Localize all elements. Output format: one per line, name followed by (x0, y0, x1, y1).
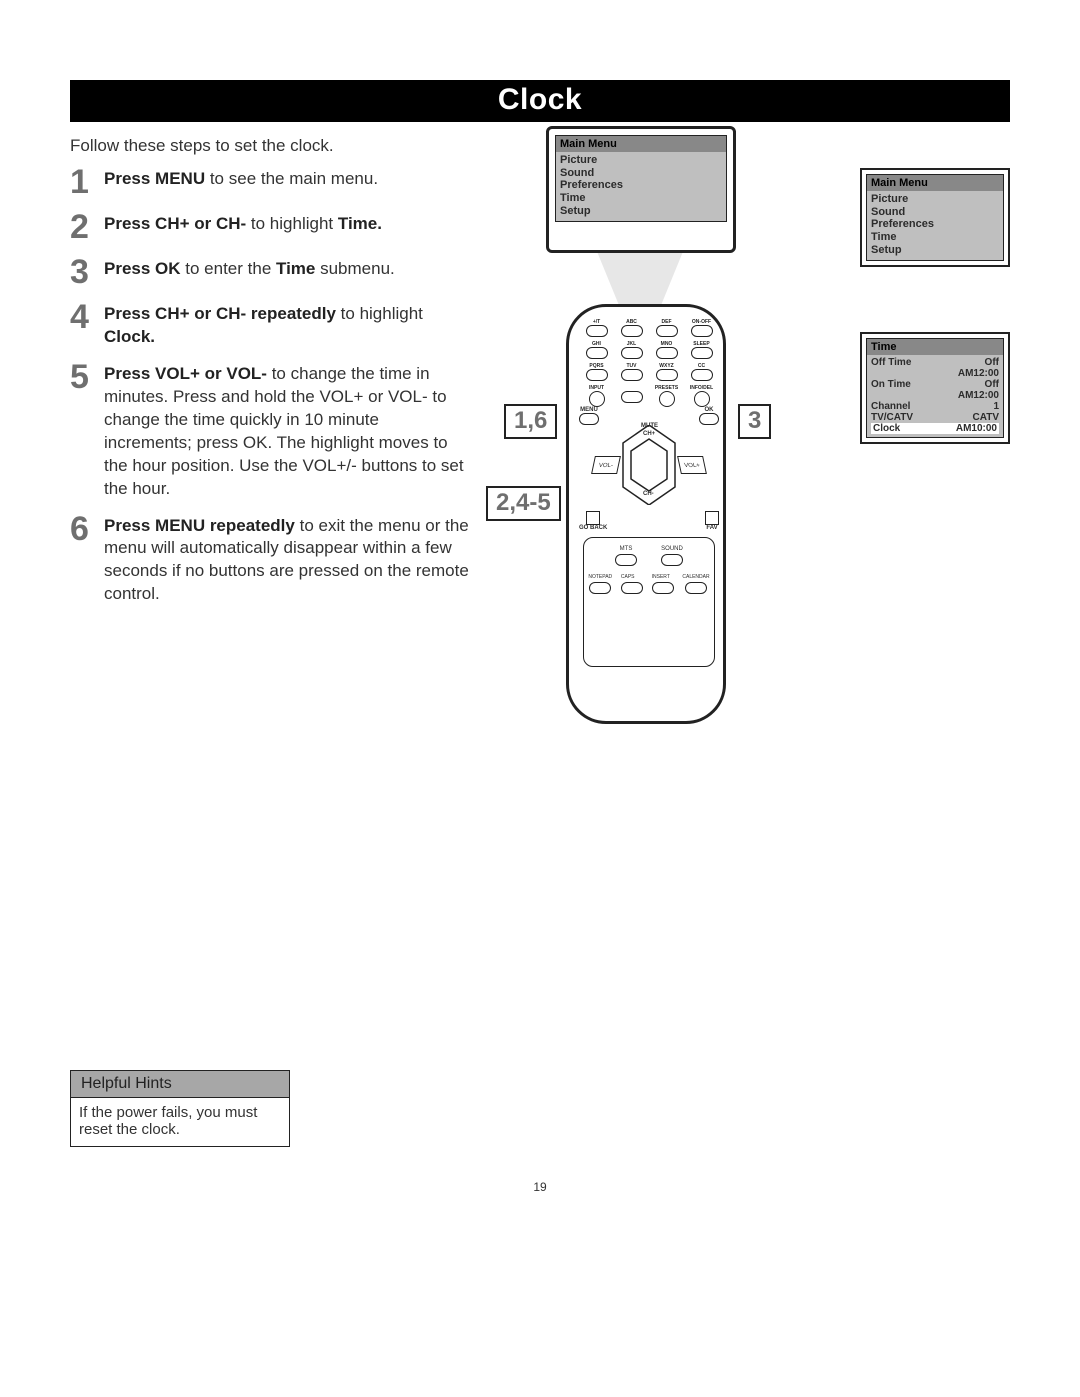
step-text: Press MENU to see the main menu. (104, 164, 378, 191)
osd-item: Preferences (560, 179, 722, 192)
remote-button[interactable] (694, 391, 710, 407)
time-row: Channel1 (871, 401, 999, 412)
step-number: 5 (70, 359, 104, 394)
dpad: MUTE CH+ CH- VOL- VOL+ (597, 425, 701, 505)
remote-button[interactable] (656, 369, 678, 381)
osd-item: Picture (560, 154, 722, 167)
time-sub: AM12:00 (871, 368, 999, 379)
step-text: Press VOL+ or VOL- to change the time in… (104, 359, 470, 501)
page-content: Clock Follow these steps to set the cloc… (70, 80, 1010, 616)
callout-3: 3 (738, 404, 771, 439)
osd-items: PictureSoundPreferencesTimeSetup (556, 152, 726, 221)
remote-button[interactable] (621, 369, 643, 381)
step: 3Press OK to enter the Time submenu. (70, 254, 470, 289)
step-number: 6 (70, 511, 104, 546)
bottom-btn-cell: CAPS (621, 574, 643, 594)
page-number: 19 (0, 1180, 1080, 1194)
fav-button[interactable] (705, 511, 719, 525)
osd-item: Setup (871, 244, 999, 257)
menu-label: MENU (579, 407, 599, 413)
step-number: 1 (70, 164, 104, 199)
remote-button[interactable] (656, 347, 678, 359)
step-text: Press OK to enter the Time submenu. (104, 254, 395, 281)
sound-label: SOUND (661, 546, 683, 552)
sound-button[interactable] (661, 554, 683, 566)
time-rows: Off TimeOffAM12:00On TimeOffAM12:00Chann… (867, 355, 1003, 437)
menu-button[interactable] (579, 413, 599, 425)
step: 1Press MENU to see the main menu. (70, 164, 470, 199)
step: 4Press CH+ or CH- repeatedly to highligh… (70, 299, 470, 349)
mts-button[interactable] (615, 554, 637, 566)
fav-label: FAV (705, 525, 719, 531)
remote-button[interactable] (586, 369, 608, 381)
osd-item: Preferences (871, 218, 999, 231)
osd-title: Main Menu (556, 136, 726, 152)
bottom-btn-cell: NOTEPAD (588, 574, 612, 594)
bottom-button[interactable] (685, 582, 707, 594)
osd-item: Sound (871, 206, 999, 219)
bottom-btn-cell: CALENDAR (682, 574, 709, 594)
go-back-label: GO BACK (579, 525, 607, 531)
osd-items: PictureSoundPreferencesTimeSetup (867, 191, 1003, 260)
remote-button[interactable] (589, 391, 605, 407)
remote-button[interactable] (621, 347, 643, 359)
osd-title: Main Menu (867, 175, 1003, 191)
vol-down-button[interactable]: VOL- (591, 456, 621, 474)
osd-main-menu-top: Main Menu PictureSoundPreferencesTimeSet… (546, 126, 736, 253)
osd-item: Picture (871, 193, 999, 206)
osd-time-menu: Time Off TimeOffAM12:00On TimeOffAM12:00… (860, 332, 1010, 444)
step-text: Press CH+ or CH- to highlight Time. (104, 209, 382, 236)
helpful-hints-box: Helpful Hints If the power fails, you mu… (70, 1070, 290, 1147)
mute-label: MUTE (641, 423, 658, 429)
step-number: 2 (70, 209, 104, 244)
graphics-area: Main Menu PictureSoundPreferencesTimeSet… (526, 126, 1010, 766)
ok-button[interactable] (699, 413, 719, 425)
time-sub: AM12:00 (871, 390, 999, 401)
ch-up-label[interactable]: CH+ (643, 431, 655, 437)
hints-title: Helpful Hints (71, 1071, 289, 1098)
step-text: Press MENU repeatedly to exit the menu o… (104, 511, 470, 607)
bottom-button[interactable] (652, 582, 674, 594)
osd-item: Time (871, 231, 999, 244)
osd-main-menu-right: Main Menu PictureSoundPreferencesTimeSet… (860, 168, 1010, 267)
go-back-button[interactable] (586, 511, 600, 525)
remote-button[interactable] (691, 369, 713, 381)
step: 5Press VOL+ or VOL- to change the time i… (70, 359, 470, 501)
time-row: TV/CATVCATV (871, 412, 999, 423)
remote-button[interactable] (691, 347, 713, 359)
ch-down-label[interactable]: CH- (643, 491, 654, 497)
step-list: 1Press MENU to see the main menu.2Press … (70, 164, 470, 606)
mts-label: MTS (615, 546, 637, 552)
step: 6Press MENU repeatedly to exit the menu … (70, 511, 470, 607)
step: 2Press CH+ or CH- to highlight Time. (70, 209, 470, 244)
osd-title: Time (867, 339, 1003, 355)
time-row: ClockAM10:00 (871, 423, 999, 434)
remote-button[interactable] (586, 325, 608, 337)
time-row: On TimeOff (871, 379, 999, 390)
vol-up-button[interactable]: VOL+ (677, 456, 707, 474)
callout-1-6: 1,6 (504, 404, 557, 439)
remote-button[interactable] (586, 347, 608, 359)
remote-button[interactable] (659, 391, 675, 407)
remote-button[interactable] (621, 391, 643, 403)
bottom-button[interactable] (621, 582, 643, 594)
remote-button[interactable] (691, 325, 713, 337)
bottom-button[interactable] (589, 582, 611, 594)
bottom-btn-cell: INSERT (652, 574, 674, 594)
remote-control: +/TABCDEFON-OFFGHIJKLMNOSLEEPPQRSTUVWXYZ… (566, 304, 726, 724)
bottom-pad: MTS SOUND NOTEPAD CAPS INSERT CALENDAR (583, 537, 715, 667)
ok-label: OK (699, 407, 719, 413)
step-number: 4 (70, 299, 104, 334)
osd-item: Setup (560, 205, 722, 218)
hints-body: If the power fails, you must reset the c… (71, 1098, 289, 1146)
remote-button[interactable] (656, 325, 678, 337)
remote-button[interactable] (621, 325, 643, 337)
callout-2-4-5: 2,4-5 (486, 486, 561, 521)
page-title: Clock (70, 80, 1010, 122)
osd-item: Sound (560, 167, 722, 180)
time-row: Off TimeOff (871, 357, 999, 368)
osd-item: Time (560, 192, 722, 205)
step-number: 3 (70, 254, 104, 289)
step-text: Press CH+ or CH- repeatedly to highlight… (104, 299, 470, 349)
